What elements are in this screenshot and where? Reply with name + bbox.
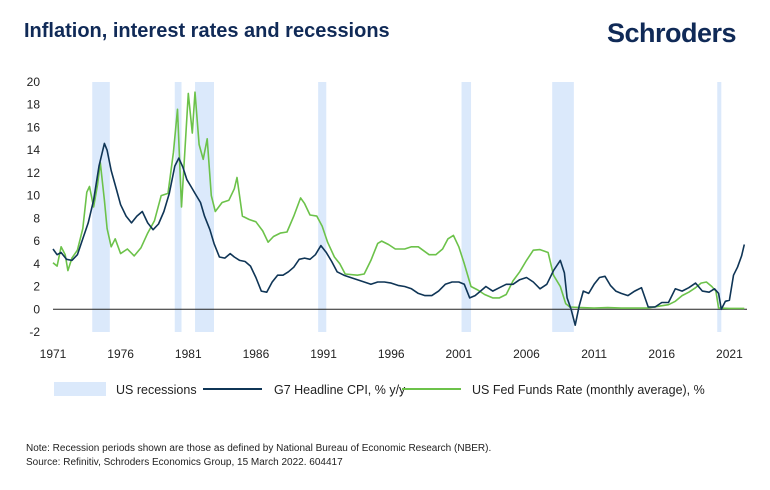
x-tick-label: 1976 [107,347,134,361]
legend: US recessions G7 Headline CPI, % y/y US … [54,382,705,397]
recession-band [552,82,574,332]
x-tick-label: 2016 [648,347,675,361]
y-tick-label: 14 [27,143,41,157]
recession-band [461,82,472,332]
legend-recession-label: US recessions [116,383,197,397]
y-tick-label: 12 [27,166,41,180]
y-tick-label: 6 [33,234,40,248]
y-tick-label: 0 [33,302,40,316]
schroders-logo: Schroders [607,18,737,48]
x-tick-label: 2001 [445,347,472,361]
footnote: Note: Recession periods shown are those … [26,443,492,454]
source-note: Source: Refinitiv, Schroders Economics G… [26,457,343,468]
series-lines [52,91,746,326]
axes: -2 0 2 4 6 8 10 12 14 16 18 20 1971 1976 1981 1986 1991 1… [27,75,747,361]
chart-title: Inflation, interest rates and recessions [24,20,390,42]
x-tick-label: 2011 [581,347,607,361]
legend-recession-swatch [54,382,106,396]
x-tick-label: 1991 [310,347,337,361]
recession-band [717,82,722,332]
y-tick-label: 8 [33,211,40,225]
recession-band [92,82,110,332]
recession-band [174,82,182,332]
legend-fed-label: US Fed Funds Rate (monthly average), % [472,383,705,397]
y-tick-label: 4 [33,257,40,271]
y-tick-label: 2 [33,280,40,294]
x-tick-label: 2006 [513,347,540,361]
y-tick-label: 20 [27,75,41,89]
x-tick-label: 1986 [243,347,270,361]
cpi-series-line [52,142,746,326]
x-tick-label: 1981 [175,347,202,361]
x-tick-label: 1971 [40,347,67,361]
x-tick-label: 1996 [378,347,405,361]
recession-band [318,82,327,332]
y-tick-label: 16 [27,120,41,134]
y-tick-label: 10 [27,189,41,203]
legend-cpi-label: G7 Headline CPI, % y/y [274,383,406,397]
fed-funds-series-line [52,91,745,310]
y-tick-label: -2 [29,325,40,339]
y-tick-label: 18 [27,98,41,112]
x-tick-label: 2021 [716,347,743,361]
